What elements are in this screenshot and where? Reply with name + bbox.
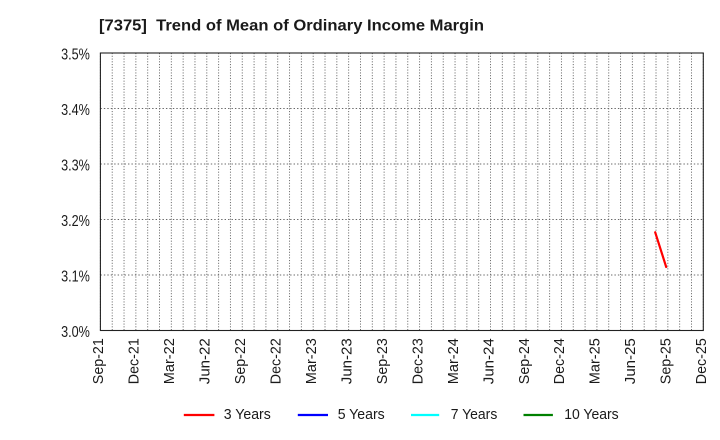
svg-text:Mar-25: Mar-25 bbox=[587, 338, 604, 384]
svg-text:Mar-23: Mar-23 bbox=[303, 338, 320, 384]
svg-text:Sep-25: Sep-25 bbox=[658, 338, 675, 384]
svg-text:Dec-22: Dec-22 bbox=[268, 338, 285, 384]
svg-text:Sep-24: Sep-24 bbox=[516, 338, 533, 384]
svg-text:Sep-22: Sep-22 bbox=[232, 338, 249, 384]
svg-text:[7375] Trend of Mean of Ordin: [7375] Trend of Mean of Ordinary Income … bbox=[99, 18, 484, 35]
svg-text:3.1%: 3.1% bbox=[61, 268, 90, 285]
svg-text:3.2%: 3.2% bbox=[61, 213, 90, 230]
svg-text:Mar-22: Mar-22 bbox=[161, 338, 178, 384]
svg-text:7 Years: 7 Years bbox=[451, 407, 498, 423]
svg-text:Jun-25: Jun-25 bbox=[622, 338, 639, 384]
svg-text:Jun-22: Jun-22 bbox=[197, 338, 214, 384]
svg-text:Sep-23: Sep-23 bbox=[374, 338, 391, 384]
svg-text:Dec-21: Dec-21 bbox=[126, 338, 143, 384]
svg-text:10 Years: 10 Years bbox=[564, 407, 619, 423]
svg-text:Mar-24: Mar-24 bbox=[445, 338, 462, 384]
svg-text:3.3%: 3.3% bbox=[61, 157, 90, 174]
svg-text:3 Years: 3 Years bbox=[224, 407, 271, 423]
svg-text:Dec-25: Dec-25 bbox=[693, 338, 710, 384]
svg-text:3.5%: 3.5% bbox=[61, 46, 90, 63]
svg-text:Dec-24: Dec-24 bbox=[551, 338, 568, 384]
svg-text:3.0%: 3.0% bbox=[61, 324, 90, 341]
svg-text:Jun-24: Jun-24 bbox=[480, 338, 497, 384]
svg-text:Sep-21: Sep-21 bbox=[90, 338, 107, 384]
svg-text:Dec-23: Dec-23 bbox=[409, 338, 426, 384]
svg-text:3.4%: 3.4% bbox=[61, 102, 90, 119]
svg-text:Jun-23: Jun-23 bbox=[338, 338, 355, 384]
svg-text:5 Years: 5 Years bbox=[338, 407, 385, 423]
